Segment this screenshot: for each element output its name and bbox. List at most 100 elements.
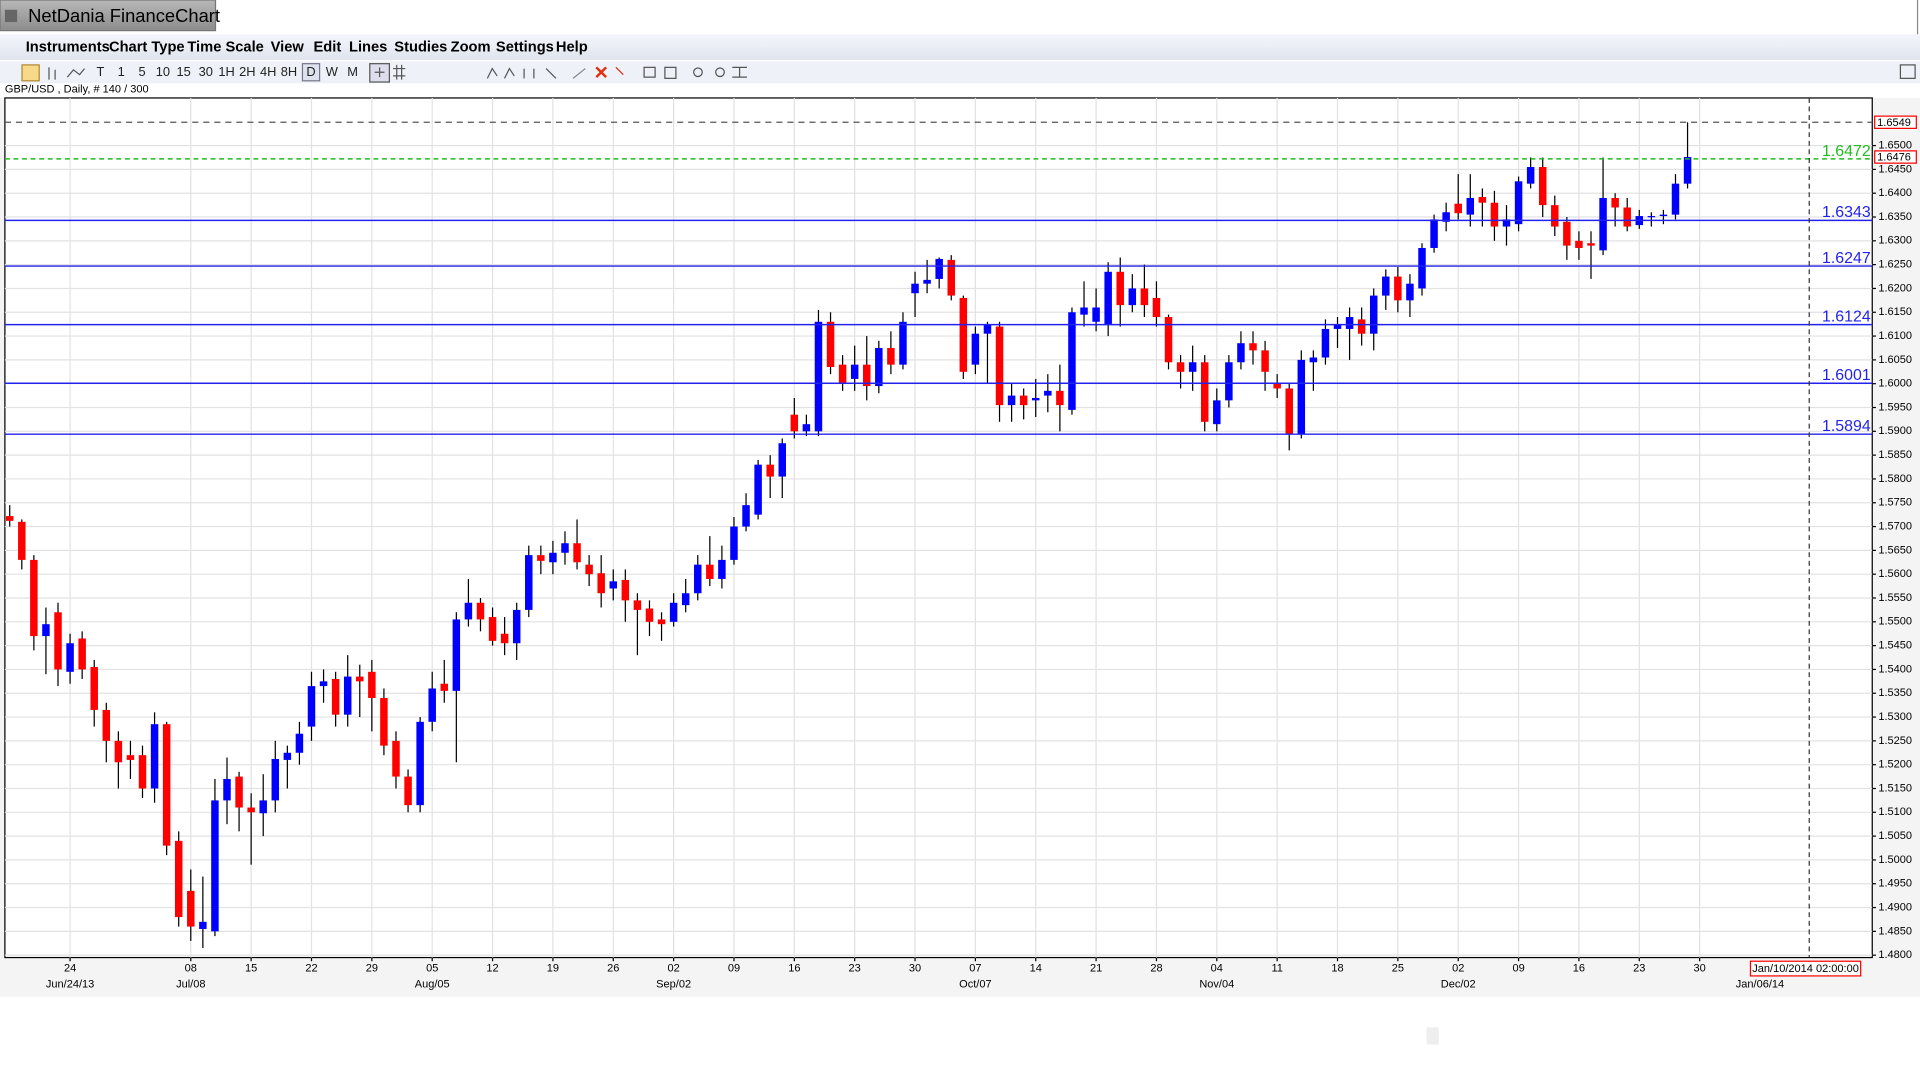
menu-item[interactable]: Time Scale — [187, 40, 263, 56]
menu-item[interactable]: Instruments — [26, 40, 110, 56]
candle-body — [1514, 181, 1523, 225]
bar-tool[interactable] — [48, 67, 56, 80]
y-tick-label: 1.5450 — [1878, 640, 1912, 652]
candle-body — [742, 505, 750, 527]
timescale-button[interactable]: 15 — [177, 64, 191, 79]
toolbar-active — [301, 63, 321, 82]
timescale-button[interactable]: D — [306, 64, 315, 79]
candle-body — [174, 840, 183, 918]
timescale-button[interactable]: 10 — [156, 64, 170, 79]
zoom-out[interactable] — [715, 67, 725, 78]
timescale-button[interactable]: 5 — [138, 64, 145, 79]
candle-body — [138, 755, 147, 789]
candle-body — [923, 279, 931, 284]
grid-tool[interactable] — [374, 64, 406, 80]
menu-item[interactable]: Chart Type — [109, 40, 185, 56]
candle-body — [512, 609, 521, 644]
y-tick-label: 1.4850 — [1878, 925, 1912, 937]
candle-body — [187, 890, 195, 927]
candle-body — [235, 776, 243, 808]
candle-body — [1273, 383, 1281, 389]
cursor-tag — [1749, 960, 1862, 977]
candle-body — [1683, 157, 1692, 184]
candle-body — [1442, 212, 1450, 222]
level-label: 1.6472 — [1822, 143, 1871, 160]
timescale-button[interactable]: 30 — [199, 64, 213, 79]
candle-body — [826, 321, 835, 368]
timescale-button[interactable]: 2H — [239, 64, 255, 79]
candle-body — [295, 733, 304, 753]
y-tick-label: 1.5550 — [1878, 592, 1912, 604]
app-icon — [4, 9, 18, 23]
candle-body — [392, 740, 400, 777]
print-tool[interactable] — [643, 66, 656, 78]
menu-item[interactable]: Edit — [313, 40, 341, 56]
candle-body — [778, 443, 786, 477]
candle-body — [549, 552, 557, 563]
x-tick-label: 02 — [1452, 962, 1464, 974]
candle-body — [1466, 197, 1475, 215]
candle-body — [1261, 350, 1269, 372]
zoom-fit[interactable] — [732, 66, 747, 78]
menu-item[interactable]: Studies — [394, 40, 447, 56]
x-tick-label: 12 — [486, 962, 498, 974]
timescale-button[interactable]: 1 — [118, 64, 125, 79]
side-toggle[interactable] — [1899, 64, 1916, 79]
x-tick-label: 04 — [1211, 962, 1223, 974]
delete-tool[interactable] — [595, 66, 607, 79]
timescale-button[interactable]: 1H — [218, 64, 234, 79]
x-tick-label: 21 — [1090, 962, 1102, 974]
y-tick-label: 1.5350 — [1878, 687, 1912, 699]
timescale-button[interactable]: M — [347, 64, 358, 79]
candle-body — [1019, 395, 1028, 406]
level-label: 1.6124 — [1822, 308, 1871, 325]
timescale-button[interactable]: 4H — [260, 64, 276, 79]
preview-tool[interactable] — [664, 66, 677, 79]
timescale-button[interactable]: W — [326, 64, 339, 79]
candle-body — [1200, 362, 1209, 422]
candle-body — [1659, 214, 1668, 217]
timescale-button[interactable]: T — [96, 64, 104, 79]
draw-line[interactable] — [572, 68, 586, 79]
candle-body — [573, 543, 581, 563]
y-tick-label: 1.5150 — [1878, 782, 1912, 794]
candle-body — [42, 624, 50, 637]
candle-body — [863, 364, 871, 387]
x-tick-label: 29 — [366, 962, 378, 974]
y-tick-label: 1.4950 — [1878, 878, 1912, 890]
level-label: 1.6001 — [1822, 367, 1871, 384]
y-tick-label: 1.5300 — [1878, 711, 1912, 723]
candle-body — [1490, 202, 1499, 227]
candle-body — [271, 758, 280, 801]
candle-body — [1345, 317, 1354, 329]
delete-all[interactable] — [615, 66, 624, 76]
candle-body — [1333, 324, 1342, 329]
study-tools[interactable] — [486, 67, 557, 79]
candle-body — [838, 364, 847, 384]
menu-item[interactable]: View — [271, 40, 305, 56]
candle-body — [66, 643, 74, 672]
x-tick-label: 23 — [1633, 962, 1645, 974]
x-tick-label: 28 — [1150, 962, 1162, 974]
zoom-in[interactable] — [693, 67, 703, 78]
menu-item[interactable]: Lines — [349, 40, 387, 56]
candle-body — [899, 321, 907, 365]
line-tool[interactable] — [66, 68, 85, 78]
toolbar — [0, 61, 1920, 84]
timescale-button[interactable]: 8H — [281, 64, 297, 79]
menu-item[interactable]: Help — [556, 40, 588, 56]
candle-body — [1611, 197, 1619, 208]
menu-item[interactable]: Settings — [496, 40, 554, 56]
candle-body — [706, 564, 714, 579]
x-tick-label: 16 — [788, 962, 800, 974]
x-tick-label: 02 — [667, 962, 679, 974]
candle-body — [959, 297, 968, 372]
menu-item[interactable]: Zoom — [451, 40, 491, 56]
x-tick-label: 14 — [1030, 962, 1042, 974]
candle-body — [1478, 197, 1487, 203]
candle-body — [102, 709, 111, 741]
candle-body — [1406, 283, 1414, 301]
candle-tool[interactable] — [21, 64, 40, 82]
